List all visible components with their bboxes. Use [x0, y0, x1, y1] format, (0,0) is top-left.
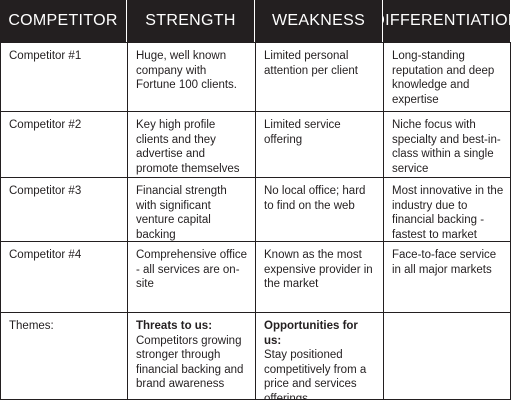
themes-threats: Threats to us: Competitors growing stron… — [127, 312, 255, 400]
opportunities-heading: Opportunities for us: — [264, 320, 358, 347]
row-1-differentiation: Long-standing reputation and deep knowle… — [383, 42, 511, 111]
themes-differentiation — [383, 312, 511, 400]
header-differentiation: DIFFERENTIATION — [383, 0, 511, 42]
row-1-weakness: Limited personal attention per client — [255, 42, 383, 111]
row-3-strength: Financial strength with significant vent… — [127, 177, 255, 241]
threats-text: Competitors growing stronger through fin… — [136, 334, 244, 391]
themes-opportunities: Opportunities for us: Stay positioned co… — [255, 312, 383, 400]
row-2-weakness: Limited service offering — [255, 111, 383, 177]
row-2-strength: Key high profile clients and they advert… — [127, 111, 255, 177]
themes-label: Themes: — [0, 312, 127, 400]
row-3-competitor: Competitor #3 — [0, 177, 127, 241]
opportunities-text: Stay positioned competitively from a pri… — [264, 349, 367, 400]
header-competitor: COMPETITOR — [0, 0, 127, 42]
row-4-competitor: Competitor #4 — [0, 241, 127, 312]
header-strength: STRENGTH — [127, 0, 255, 42]
row-1-strength: Huge, well known company with Fortune 10… — [127, 42, 255, 111]
row-4-strength: Comprehensive office - all services are … — [127, 241, 255, 312]
row-3-weakness: No local office; hard to find on the web — [255, 177, 383, 241]
row-2-competitor: Competitor #2 — [0, 111, 127, 177]
row-1-competitor: Competitor #1 — [0, 42, 127, 111]
row-3-differentiation: Most innovative in the industry due to f… — [383, 177, 511, 241]
row-4-differentiation: Face-to-face service in all major market… — [383, 241, 511, 312]
threats-heading: Threats to us: — [136, 320, 213, 332]
row-2-differentiation: Niche focus with specialty and best-in-c… — [383, 111, 511, 177]
header-weakness: WEAKNESS — [255, 0, 383, 42]
row-4-weakness: Known as the most expensive provider in … — [255, 241, 383, 312]
